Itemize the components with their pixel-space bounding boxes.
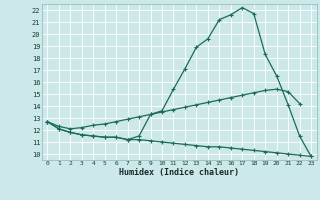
X-axis label: Humidex (Indice chaleur): Humidex (Indice chaleur)	[119, 168, 239, 177]
